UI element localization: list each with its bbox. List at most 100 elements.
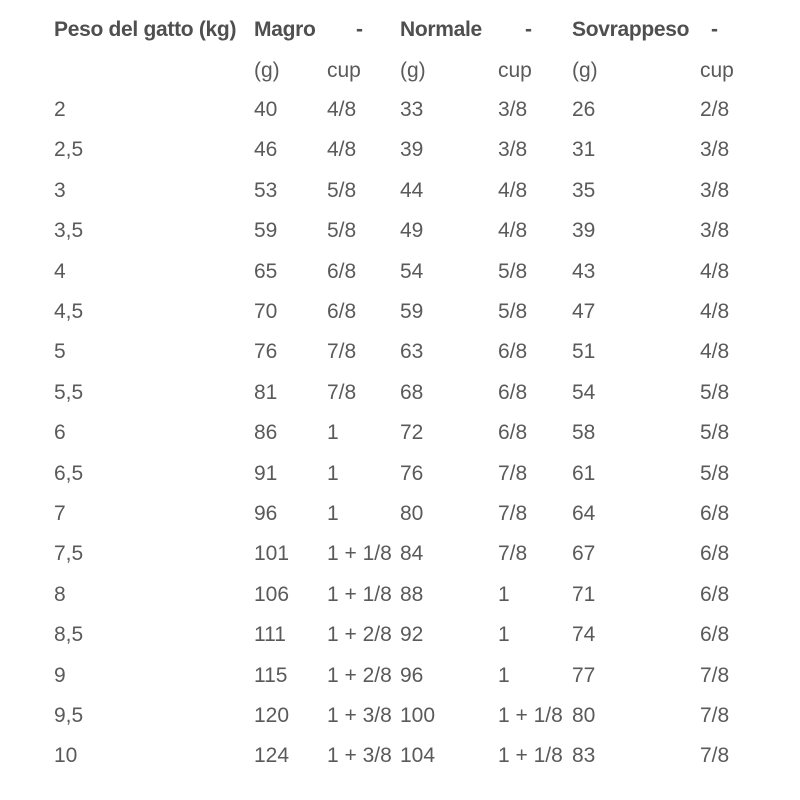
normal-grams-cell: 54 <box>400 259 424 283</box>
normal-cup-cell: 7/8 <box>498 542 528 566</box>
lean-cup-cell: 6/8 <box>327 259 357 283</box>
normal-cup-cell: 6/8 <box>498 380 528 404</box>
lean-cup-cell: 7/8 <box>327 340 357 364</box>
normal-cup-cell: 5/8 <box>498 259 528 283</box>
header-overweight: Sovrappeso <box>572 18 690 41</box>
normal-grams-cell: 44 <box>400 178 424 202</box>
weight-cell: 8,5 <box>54 623 84 647</box>
lean-grams-cell: 86 <box>254 421 278 445</box>
weight-cell: 7,5 <box>54 542 84 566</box>
normal-grams-cell: 100 <box>400 704 436 727</box>
lean-cup-cell: 1 + 2/8 <box>327 663 392 687</box>
lean-grams-cell: 115 <box>254 663 288 687</box>
normal-cup-cell: 3/8 <box>498 138 528 162</box>
normal-grams-cell: 92 <box>400 623 424 647</box>
overweight-cup-cell: 6/8 <box>700 623 730 647</box>
header-lean-dash: - <box>356 18 363 41</box>
normal-grams-cell: 76 <box>400 461 424 485</box>
overweight-grams-cell: 35 <box>572 178 596 202</box>
normal-cup-cell: 4/8 <box>498 178 528 202</box>
table-row: 10 124 1 + 3/8 104 1 + 1/8 83 7/8 <box>0 736 800 776</box>
overweight-grams-cell: 51 <box>572 340 596 364</box>
overweight-cup-cell: 5/8 <box>700 461 730 485</box>
table-row: 3 53 5/8 44 4/8 35 3/8 <box>0 171 800 211</box>
normal-grams-cell: 59 <box>400 300 424 323</box>
normal-cup-cell: 5/8 <box>498 300 528 323</box>
lean-grams-cell: 106 <box>254 582 290 606</box>
subheader-normal-cup: cup <box>498 59 532 82</box>
header-normal-dash: - <box>525 18 532 41</box>
overweight-cup-cell: 5/8 <box>700 380 730 404</box>
overweight-grams-cell: 74 <box>572 623 596 647</box>
weight-cell: 4,5 <box>54 300 84 323</box>
normal-grams-cell: 39 <box>400 138 424 162</box>
normal-grams-cell: 63 <box>400 340 424 364</box>
normal-grams-cell: 49 <box>400 219 424 243</box>
weight-cell: 2,5 <box>54 138 84 162</box>
overweight-cup-cell: 2/8 <box>700 98 730 121</box>
lean-grams-cell: 91 <box>254 461 278 485</box>
overweight-cup-cell: 6/8 <box>700 502 730 525</box>
overweight-cup-cell: 3/8 <box>700 178 730 202</box>
header-overweight-dash: - <box>711 18 718 41</box>
lean-grams-cell: 65 <box>254 259 278 283</box>
lean-grams-cell: 111 <box>254 623 286 647</box>
weight-cell: 8 <box>54 582 66 606</box>
table-row: 4 65 6/8 54 5/8 43 4/8 <box>0 252 800 292</box>
overweight-cup-cell: 3/8 <box>700 219 730 243</box>
normal-grams-cell: 104 <box>400 744 436 768</box>
normal-grams-cell: 88 <box>400 582 424 606</box>
overweight-cup-cell: 6/8 <box>700 542 730 566</box>
lean-grams-cell: 46 <box>254 138 278 162</box>
header-normal: Normale <box>400 18 482 41</box>
lean-cup-cell: 1 + 3/8 <box>327 744 392 768</box>
table-header-row: Peso del gatto (kg) Magro - Normale - So… <box>0 10 800 50</box>
normal-cup-cell: 1 <box>498 582 510 606</box>
overweight-grams-cell: 54 <box>572 380 596 404</box>
overweight-grams-cell: 83 <box>572 744 596 768</box>
overweight-cup-cell: 7/8 <box>700 704 730 727</box>
table-row: 6,5 91 1 76 7/8 61 5/8 <box>0 454 800 494</box>
overweight-grams-cell: 67 <box>572 542 596 566</box>
lean-grams-cell: 120 <box>254 704 290 727</box>
overweight-grams-cell: 64 <box>572 502 596 525</box>
lean-grams-cell: 59 <box>254 219 278 243</box>
lean-cup-cell: 1 + 1/8 <box>327 542 392 566</box>
lean-cup-cell: 5/8 <box>327 178 357 202</box>
normal-cup-cell: 1 <box>498 623 510 647</box>
table-row: 2,5 46 4/8 39 3/8 31 3/8 <box>0 130 800 170</box>
weight-cell: 6 <box>54 421 66 445</box>
subheader-lean-grams: (g) <box>254 59 280 82</box>
weight-cell: 3 <box>54 178 66 202</box>
table-row: 7 96 1 80 7/8 64 6/8 <box>0 494 800 534</box>
lean-grams-cell: 96 <box>254 502 278 525</box>
header-weight: Peso del gatto (kg) <box>54 18 237 41</box>
table-subheader-row: (g) cup (g) cup (g) cup <box>0 51 800 91</box>
weight-cell: 5,5 <box>54 380 84 404</box>
overweight-grams-cell: 58 <box>572 421 596 445</box>
table-row: 8 106 1 + 1/8 88 1 71 6/8 <box>0 575 800 615</box>
lean-cup-cell: 7/8 <box>327 380 357 404</box>
weight-cell: 10 <box>54 744 78 768</box>
normal-grams-cell: 96 <box>400 663 424 687</box>
subheader-lean-cup: cup <box>327 59 361 82</box>
table-row: 6 86 1 72 6/8 58 5/8 <box>0 413 800 453</box>
overweight-grams-cell: 31 <box>572 138 596 162</box>
lean-cup-cell: 1 <box>327 461 339 485</box>
weight-cell: 3,5 <box>54 219 84 243</box>
lean-grams-cell: 70 <box>254 300 278 323</box>
overweight-cup-cell: 7/8 <box>700 663 730 687</box>
overweight-cup-cell: 4/8 <box>700 340 730 364</box>
normal-cup-cell: 7/8 <box>498 461 528 485</box>
lean-cup-cell: 6/8 <box>327 300 357 323</box>
overweight-cup-cell: 3/8 <box>700 138 730 162</box>
header-lean: Magro <box>254 18 316 41</box>
normal-cup-cell: 1 <box>498 663 510 687</box>
overweight-cup-cell: 4/8 <box>700 259 730 283</box>
lean-grams-cell: 76 <box>254 340 278 364</box>
normal-cup-cell: 1 + 1/8 <box>498 704 563 727</box>
lean-cup-cell: 4/8 <box>327 138 357 162</box>
table-row: 2 40 4/8 33 3/8 26 2/8 <box>0 90 800 130</box>
table-row: 7,5 101 1 + 1/8 84 7/8 67 6/8 <box>0 534 800 574</box>
lean-cup-cell: 1 <box>327 421 339 445</box>
